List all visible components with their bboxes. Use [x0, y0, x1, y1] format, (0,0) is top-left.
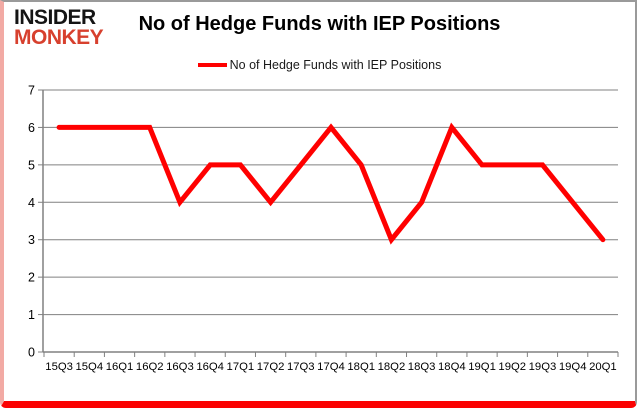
chart-legend: No of Hedge Funds with IEP Positions: [4, 58, 635, 72]
chart-title: No of Hedge Funds with IEP Positions: [138, 13, 501, 35]
x-tick-label: 18Q4: [438, 361, 466, 373]
insider-monkey-logo: INSIDER MONKEY: [14, 6, 104, 49]
y-tick-label: 3: [28, 233, 35, 247]
y-tick-label: 1: [28, 308, 35, 322]
y-tick-label: 6: [28, 121, 35, 135]
x-tick-label: 19Q3: [529, 361, 557, 373]
x-tick-label: 17Q1: [227, 361, 255, 373]
x-tick-label: 18Q1: [347, 361, 375, 373]
x-tick-label: 20Q1: [589, 361, 617, 373]
chart-canvas: 0 1 2 3 4 5 6 7 15Q3 15Q4 16Q1 16Q2 16Q3 16Q4 17Q1 17Q2…: [28, 84, 619, 373]
x-tick-label: 18Q2: [378, 361, 406, 373]
x-tick-label: 17Q4: [317, 361, 345, 373]
x-tick-label: 17Q2: [257, 361, 285, 373]
y-tick-label: 5: [28, 158, 35, 172]
x-tick-label: 16Q2: [136, 361, 164, 373]
y-tick-label: 2: [28, 271, 35, 285]
legend-line-swatch-icon: [197, 63, 227, 67]
x-tick-label: 15Q4: [75, 361, 103, 373]
x-tick-label: 16Q1: [106, 361, 134, 373]
x-tick-label: 17Q3: [287, 361, 315, 373]
logo-line-monkey: MONKEY: [14, 25, 104, 49]
y-tick-label: 0: [28, 346, 35, 360]
x-tick-label: 18Q3: [408, 361, 436, 373]
x-tick-label: 15Q3: [45, 361, 73, 373]
x-tick-label: 16Q3: [166, 361, 194, 373]
y-tick-label: 4: [28, 196, 35, 210]
legend-label: No of Hedge Funds with IEP Positions: [229, 58, 442, 72]
x-tick-label: 19Q2: [498, 361, 526, 373]
x-tick-label: 19Q4: [559, 361, 587, 373]
logo-line-insider: INSIDER: [14, 6, 96, 29]
y-tick-label: 7: [28, 84, 35, 98]
x-tick-label: 19Q1: [468, 361, 496, 373]
x-tick-label: 16Q4: [196, 361, 224, 373]
series-line: [56, 122, 606, 245]
